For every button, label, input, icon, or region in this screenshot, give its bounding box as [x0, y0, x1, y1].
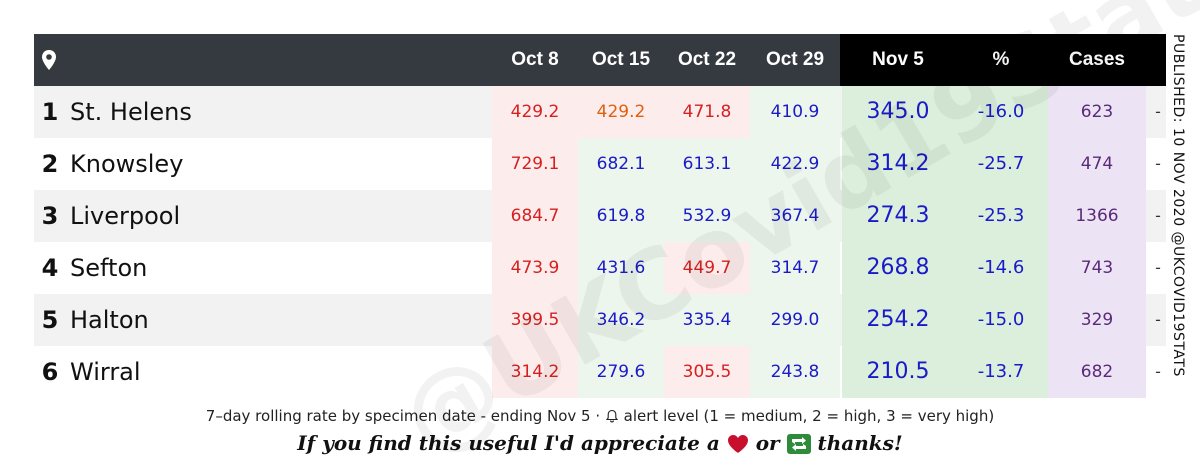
col-header-oct15: Oct 15	[591, 49, 651, 70]
row-name: Halton	[70, 306, 149, 334]
row-name: Liverpool	[70, 202, 181, 230]
heart-icon	[727, 435, 748, 453]
col-header-oct22: Oct 22	[677, 49, 737, 70]
col-header-oct29: Oct 29	[765, 49, 825, 70]
row-rank: 1	[41, 98, 59, 126]
cell-alert: -	[1155, 154, 1161, 173]
thanks-text-3: thanks!	[810, 431, 903, 455]
cell-cases: 743	[1048, 242, 1146, 294]
table-row: 5 Halton 399.5 346.2 335.4 299.0 254.2 -…	[34, 294, 1166, 346]
footnote: 7–day rolling rate by specimen date - en…	[0, 407, 1200, 425]
header-highlight	[840, 34, 1166, 86]
cell-nov5: 345.0	[842, 86, 954, 138]
rates-table: Oct 8 Oct 15 Oct 22 Oct 29 Nov 5 % Cases…	[34, 34, 1166, 398]
cell-nov5: 210.5	[842, 346, 954, 398]
thanks-text-1: If you find this useful I'd appreciate a	[297, 431, 727, 455]
thanks-text-2: or	[748, 431, 787, 455]
cell-alert: -	[1155, 258, 1161, 277]
cell-oct22: 335.4	[664, 294, 750, 346]
row-name: St. Helens	[70, 98, 192, 126]
row-rank: 4	[41, 254, 59, 282]
table-row: 4 Sefton 473.9 431.6 449.7 314.7 268.8 -…	[34, 242, 1166, 294]
cell-oct29: 410.9	[750, 86, 840, 138]
cell-oct22: 613.1	[664, 138, 750, 190]
table-row: 1 St. Helens 429.2 429.2 471.8 410.9 345…	[34, 86, 1166, 138]
cell-pct: -15.0	[954, 294, 1048, 346]
cell-pct: -16.0	[954, 86, 1048, 138]
cell-cases: 329	[1048, 294, 1146, 346]
table-header: Oct 8 Oct 15 Oct 22 Oct 29 Nov 5 % Cases	[34, 34, 1166, 86]
cell-cases: 474	[1048, 138, 1146, 190]
cell-nov5: 274.3	[842, 190, 954, 242]
cell-oct29: 243.8	[750, 346, 840, 398]
cell-oct22: 471.8	[664, 86, 750, 138]
row-name: Knowsley	[70, 150, 184, 178]
cell-oct29: 299.0	[750, 294, 840, 346]
cell-cases: 1366	[1048, 190, 1146, 242]
side-caption: PUBLISHED: 10 NOV 2020 @UKCOVID19STATS	[1168, 34, 1196, 377]
cell-pct: -14.6	[954, 242, 1048, 294]
table-row: 2 Knowsley 729.1 682.1 613.1 422.9 314.2…	[34, 138, 1166, 190]
row-rank: 6	[41, 358, 59, 386]
row-name: Wirral	[70, 358, 141, 386]
col-header-nov5: Nov 5	[872, 49, 924, 70]
cell-pct: -25.7	[954, 138, 1048, 190]
cell-oct29: 314.7	[750, 242, 840, 294]
cell-nov5: 254.2	[842, 294, 954, 346]
cell-oct15: 682.1	[578, 138, 664, 190]
row-rank: 2	[41, 150, 59, 178]
col-header-pct: %	[992, 49, 1010, 70]
thanks-line: If you find this useful I'd appreciate a…	[0, 431, 1200, 455]
cell-cases: 623	[1048, 86, 1146, 138]
cell-oct15: 431.6	[578, 242, 664, 294]
cell-pct: -13.7	[954, 346, 1048, 398]
cell-nov5: 314.2	[842, 138, 954, 190]
cell-oct15: 279.6	[578, 346, 664, 398]
cell-oct8: 429.2	[492, 86, 578, 138]
cell-alert: -	[1155, 102, 1161, 121]
cell-oct8: 314.2	[492, 346, 578, 398]
cell-oct15: 429.2	[578, 86, 664, 138]
footnote-text-end: alert level (1 = medium, 2 = high, 3 = v…	[618, 407, 995, 425]
cell-oct29: 367.4	[750, 190, 840, 242]
cell-alert: -	[1155, 310, 1161, 329]
table-body: 1 St. Helens 429.2 429.2 471.8 410.9 345…	[34, 86, 1166, 398]
table-row: 6 Wirral 314.2 279.6 305.5 243.8 210.5 -…	[34, 346, 1166, 398]
col-header-cases: Cases	[1069, 49, 1125, 70]
cell-oct22: 449.7	[664, 242, 750, 294]
col-header-oct8: Oct 8	[511, 49, 559, 70]
cell-oct8: 399.5	[492, 294, 578, 346]
published-credit: PUBLISHED: 10 NOV 2020 @UKCOVID19STATS	[1170, 34, 1186, 377]
cell-alert: -	[1155, 206, 1161, 225]
cell-oct8: 729.1	[492, 138, 578, 190]
cell-nov5: 268.8	[842, 242, 954, 294]
retweet-icon	[786, 434, 811, 454]
map-pin-icon	[42, 50, 56, 70]
table-row: 3 Liverpool 684.7 619.8 532.9 367.4 274.…	[34, 190, 1166, 242]
cell-oct22: 532.9	[664, 190, 750, 242]
footnote-text-start: 7–day rolling rate by specimen date - en…	[205, 407, 605, 425]
cell-oct15: 346.2	[578, 294, 664, 346]
cell-oct15: 619.8	[578, 190, 664, 242]
cell-oct29: 422.9	[750, 138, 840, 190]
row-name: Sefton	[70, 254, 148, 282]
cell-oct8: 473.9	[492, 242, 578, 294]
cell-pct: -25.3	[954, 190, 1048, 242]
bell-icon	[605, 409, 618, 423]
cell-alert: -	[1155, 362, 1161, 381]
cell-cases: 682	[1048, 346, 1146, 398]
cell-oct22: 305.5	[664, 346, 750, 398]
cell-oct8: 684.7	[492, 190, 578, 242]
row-rank: 5	[41, 306, 59, 334]
row-rank: 3	[41, 202, 59, 230]
